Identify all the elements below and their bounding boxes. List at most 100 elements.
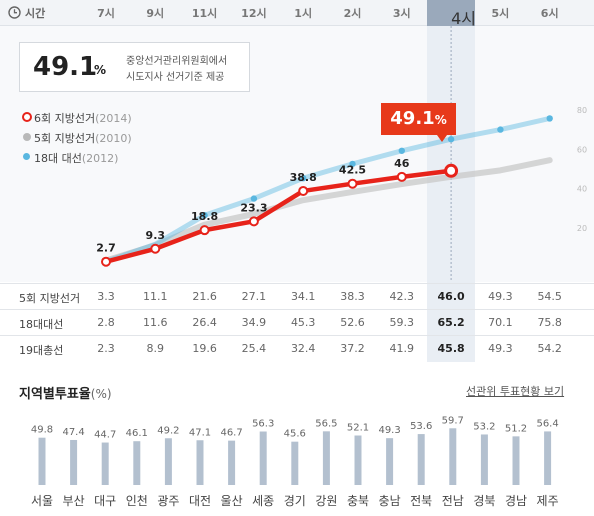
region-bar: [101, 442, 109, 485]
regional-bar-chart: 49.8 서울 47.4 부산 44.7 대구 46.1 인천 49.2 광주 47.1 대전 46.7…: [31, 415, 559, 508]
table-cell: 49.3: [488, 342, 513, 355]
series-2012-point: [447, 136, 455, 143]
legend-label-2012: 18대 대선: [34, 152, 82, 165]
legend-dot-icon: [23, 133, 31, 141]
table-cell: 75.8: [537, 316, 562, 329]
table-cell: 11.6: [143, 316, 168, 329]
region-name-label: 울산: [221, 494, 243, 508]
table-row-label: 5회 지방선거: [19, 292, 81, 305]
region-name-label: 경북: [473, 494, 495, 508]
comparison-table: 5회 지방선거 3.3 11.1 21.6 27.1 34.1 38.3 42.3 46.0 49…: [0, 282, 594, 362]
table-row: 5회 지방선거 3.3 11.1 21.6 27.1 34.1 38.3 42.3 46.0 49…: [0, 283, 594, 309]
region-value-label: 49.8: [31, 425, 53, 436]
series-2012-point: [300, 175, 307, 182]
region-value-label: 52.1: [347, 423, 369, 434]
table-cell: 38.3: [340, 290, 365, 303]
hour-label: 9시: [146, 7, 165, 20]
legend-year-2010: (2010): [95, 132, 132, 145]
series-2012-point: [349, 160, 356, 168]
legend-ring-icon: [22, 112, 32, 122]
hour-label: 2시: [343, 7, 362, 20]
series-2014-data-label: 18.8: [191, 210, 218, 223]
table-cell: 54.5: [537, 290, 562, 303]
region-value-label: 45.6: [284, 429, 306, 440]
series-2014-point: [150, 243, 161, 254]
region-value-label: 51.2: [505, 423, 527, 434]
table-cell: 52.6: [340, 316, 365, 329]
region-bar: [354, 435, 362, 485]
table-cell: 19.6: [192, 342, 217, 355]
table-cell: 54.2: [537, 342, 562, 355]
table-cell: 59.3: [389, 316, 415, 329]
legend-year-2014: (2014): [95, 112, 132, 125]
region-name-label: 전남: [442, 494, 464, 508]
region-name-label: 대구: [94, 494, 116, 508]
series-2014-data-label: 9.3: [146, 229, 166, 242]
callout-unit: %: [434, 113, 447, 127]
series-2014-point: [101, 256, 111, 267]
hour-label: 5시: [491, 7, 510, 20]
table-row-label: 18대대선: [19, 318, 64, 331]
table-cell: 27.1: [241, 290, 267, 303]
region-bar: [133, 441, 141, 485]
region-name-label: 인천: [126, 493, 148, 508]
series-2014-data-label: 38.8: [290, 171, 317, 184]
region-value-label: 49.3: [378, 425, 400, 436]
table-cell: 42.3: [389, 290, 415, 303]
table-cell: 70.1: [488, 316, 513, 329]
nec-turnout-link[interactable]: 선관위 투표현황 보기: [466, 385, 565, 398]
region-bar: [38, 437, 46, 485]
table-cell: 11.1: [143, 290, 168, 303]
table-cell: 34.1: [290, 290, 316, 303]
region-value-label: 59.7: [442, 415, 464, 426]
table-row: 19대총선 2.3 8.9 19.6 25.4 32.4 37.2 41.9 45.8 49.3 5…: [0, 335, 594, 361]
series-2014-point: [199, 225, 210, 236]
table-cell: 2.3: [97, 342, 115, 355]
region-name-label: 대전: [189, 494, 211, 508]
region-name-label: 강원: [315, 494, 337, 508]
clock-icon: [8, 6, 21, 19]
legend-label-2010: 5회 지방선거: [34, 132, 96, 145]
table-cell: 8.9: [146, 342, 165, 355]
hour-label: 1시: [294, 7, 313, 20]
series-2014-data-label: 23.3: [240, 201, 267, 214]
region-value-label: 56.3: [252, 419, 274, 430]
region-bar: [322, 431, 330, 485]
series-2012-point: [398, 147, 405, 154]
region-value-label: 53.6: [410, 421, 432, 432]
hour-label: 4시: [451, 9, 476, 28]
current-turnout-unit: %: [94, 63, 107, 77]
y-tick-label: 40: [577, 185, 587, 194]
series-2014-point: [444, 163, 459, 178]
region-name-label: 서울: [31, 494, 53, 508]
table-cell: 32.4: [290, 342, 316, 355]
region-bar: [417, 434, 425, 485]
legend-label-2014: 6회 지방선거: [34, 112, 96, 125]
series-2014-data-label: 42.5: [339, 164, 366, 177]
table-cell: 37.2: [340, 342, 365, 355]
source-note-line1: 중앙선거관리위원회에서: [126, 56, 228, 67]
y-tick-label: 60: [577, 145, 587, 154]
hour-label: 12시: [241, 7, 267, 20]
series-2014-point: [248, 216, 259, 227]
region-value-label: 56.5: [315, 418, 337, 429]
source-note-line2: 시도지사 선거기준 제공: [126, 72, 225, 83]
table-cell: 21.6: [192, 290, 217, 303]
region-bar: [228, 440, 236, 485]
region-value-label: 56.4: [536, 418, 558, 429]
turnout-line-chart: 20 40 60 80 2.7 9.3 18.8 23.3 38.8 42.5 46: [96, 26, 587, 282]
series-2014-data-label: 2.7: [96, 242, 116, 255]
table-row-label: 19대총선: [19, 344, 64, 357]
series-2014-point: [396, 171, 407, 182]
regional-section-title: 지역별투표율(%): [19, 383, 112, 402]
table-cell: 46.0: [437, 290, 465, 303]
region-name-label: 전북: [410, 494, 432, 508]
legend-dot-icon: [23, 153, 30, 160]
y-tick-label: 80: [577, 106, 587, 115]
region-name-label: 경남: [505, 494, 527, 508]
table-cell: 45.8: [437, 342, 465, 355]
series-2014-line: [103, 168, 454, 264]
region-value-label: 46.1: [126, 428, 148, 439]
table-cell: 3.3: [97, 290, 115, 303]
legend-year-2012: (2012): [81, 152, 119, 165]
